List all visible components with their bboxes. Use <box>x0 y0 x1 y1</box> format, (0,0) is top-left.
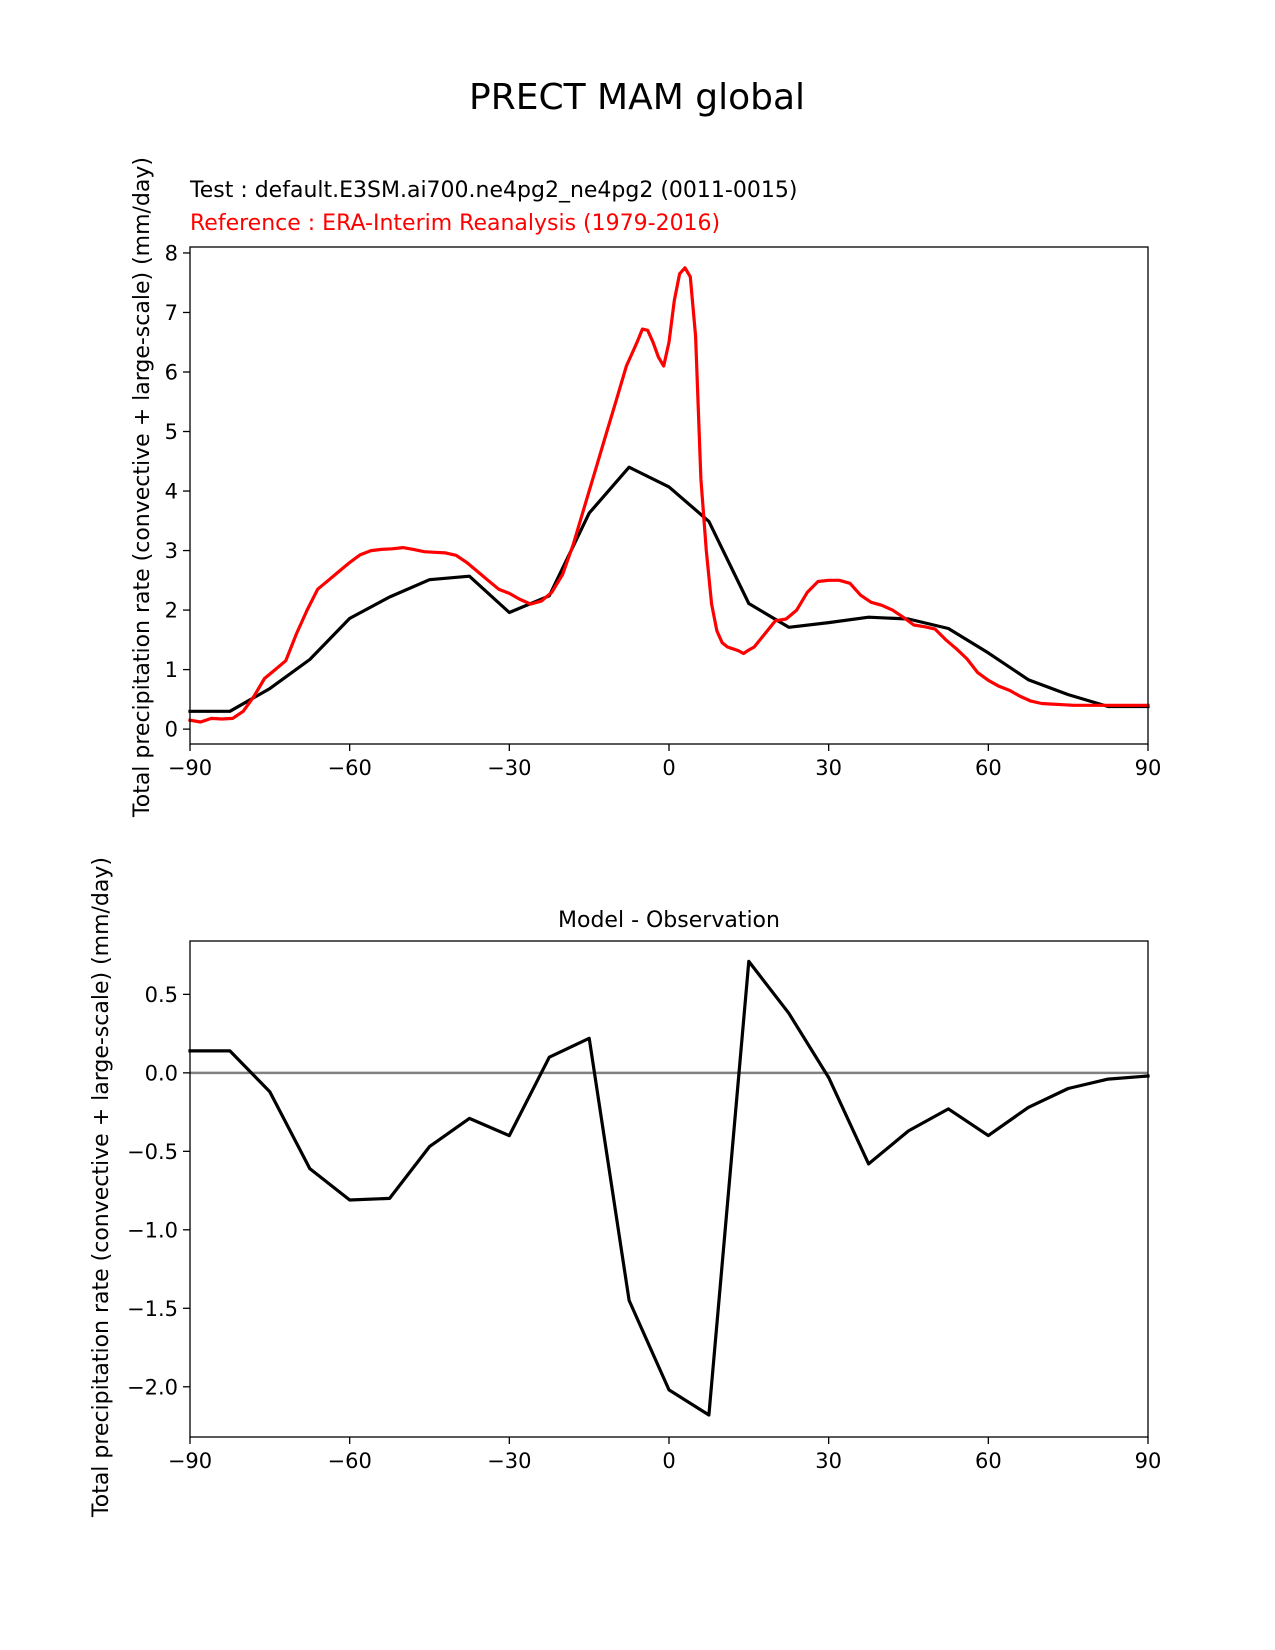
bottom-panel: Model - Observation Total precipitation … <box>89 857 1161 1518</box>
bottom-ticks: −90 −60 −30 0 30 60 90 0.5 0.0 −0.5 −1.0 −1.5 −2.0 <box>127 983 1161 1473</box>
x-tick-label: 60 <box>975 1449 1002 1473</box>
y-tick-label: 4 <box>165 480 178 504</box>
x-tick-label: 0 <box>662 756 675 780</box>
y-tick-label: −1.5 <box>127 1297 178 1321</box>
test-label: Test : default.E3SM.ai700.ne4pg2_ne4pg2 … <box>189 178 797 203</box>
y-tick-label: 2 <box>165 599 178 623</box>
x-tick-label: −30 <box>487 756 531 780</box>
top-ticks: −90 −60 −30 0 30 60 90 0 1 2 3 4 5 6 7 8 <box>165 241 1162 780</box>
bottom-panel-title: Model - Observation <box>558 908 780 933</box>
x-tick-label: 90 <box>1135 1449 1162 1473</box>
top-axes-frame <box>189 246 1149 745</box>
y-tick-label: −0.5 <box>127 1140 178 1164</box>
y-tick-label: 3 <box>165 539 178 563</box>
x-tick-label: 60 <box>975 756 1002 780</box>
x-tick-label: −60 <box>328 756 372 780</box>
y-tick-label: −2.0 <box>127 1375 178 1399</box>
y-tick-label: 0.5 <box>145 983 178 1007</box>
x-tick-label: 30 <box>815 1449 842 1473</box>
bottom-axes-frame <box>189 940 1149 1438</box>
x-tick-label: −90 <box>168 1449 212 1473</box>
y-tick-label: −1.0 <box>127 1218 178 1242</box>
bottom-y-axis-label: Total precipitation rate (convective + l… <box>89 857 114 1518</box>
top-y-axis-label: Total precipitation rate (convective + l… <box>130 157 155 818</box>
x-tick-label: −90 <box>168 756 212 780</box>
top-panel: Test : default.E3SM.ai700.ne4pg2_ne4pg2 … <box>130 157 1161 818</box>
bottom-series <box>188 959 1150 1417</box>
figure-title: PRECT MAM global <box>469 77 805 118</box>
series-line-test <box>188 465 1150 713</box>
x-tick-label: −60 <box>328 1449 372 1473</box>
y-tick-label: 5 <box>165 420 178 444</box>
y-tick-label: 6 <box>165 360 178 384</box>
y-tick-label: 0.0 <box>145 1061 178 1085</box>
y-tick-label: 1 <box>165 658 178 682</box>
y-tick-label: 7 <box>165 301 178 325</box>
top-series <box>188 266 1150 724</box>
x-tick-label: −30 <box>487 1449 531 1473</box>
reference-label: Reference : ERA-Interim Reanalysis (1979… <box>190 211 720 236</box>
series-line-reference <box>188 266 1150 724</box>
y-tick-label: 0 <box>165 718 178 742</box>
x-tick-label: 90 <box>1135 756 1162 780</box>
series-line-model-observation <box>188 959 1150 1417</box>
x-tick-label: 0 <box>662 1449 675 1473</box>
x-tick-label: 30 <box>815 756 842 780</box>
y-tick-label: 8 <box>165 241 178 265</box>
